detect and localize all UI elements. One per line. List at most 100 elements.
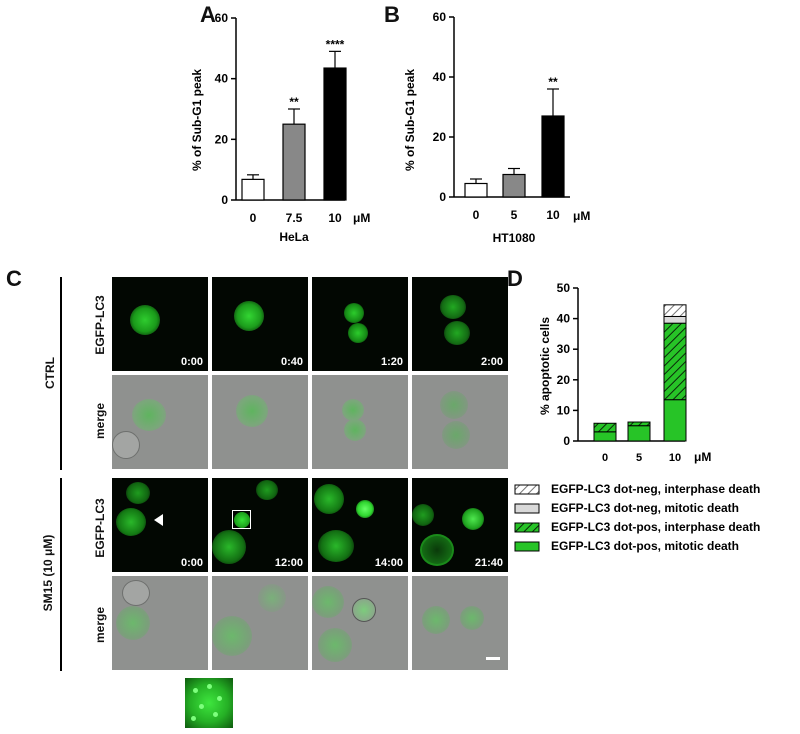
inset-zoom-image bbox=[185, 678, 233, 728]
sm15-merge-tile-1 bbox=[112, 576, 208, 670]
ctrl-egfp-tile-1: 0:00 bbox=[112, 277, 208, 371]
group-label-sm15: SM15 (10 μM) bbox=[41, 534, 55, 612]
sm15-merge-tile-3 bbox=[312, 576, 408, 670]
legend-label: EGFP-LC3 dot-neg, interphase death bbox=[551, 482, 760, 496]
chart-d-unit: μM bbox=[694, 450, 711, 464]
significance-label: ** bbox=[548, 75, 558, 89]
x-tick-label: 10 bbox=[546, 208, 560, 222]
arrowhead-icon bbox=[154, 514, 163, 526]
chart-b-xlabel: HT1080 bbox=[493, 231, 536, 245]
stacked-bar-segment bbox=[663, 322, 687, 401]
legend-swatch bbox=[514, 503, 540, 514]
timestamp: 12:00 bbox=[274, 557, 303, 569]
row-label-ctrl-merge: merge bbox=[93, 402, 107, 440]
scale-bar bbox=[486, 657, 500, 660]
y-tick-label: 60 bbox=[215, 11, 229, 25]
stacked-bar-segment bbox=[663, 315, 687, 324]
y-tick-label: 40 bbox=[433, 70, 447, 84]
timestamp: 0:40 bbox=[280, 356, 303, 368]
row-label-sm15-egfp: EGFP-LC3 bbox=[93, 498, 107, 558]
zoom-box bbox=[232, 510, 251, 529]
legend-swatch bbox=[514, 541, 540, 552]
timestamp: 14:00 bbox=[374, 557, 403, 569]
x-tick-label: 10 bbox=[328, 211, 342, 225]
ctrl-merge-tile-4 bbox=[412, 375, 508, 469]
ctrl-merge-tile-2 bbox=[212, 375, 308, 469]
chart-a-ylabel: % of Sub-G1 peak bbox=[190, 69, 204, 171]
x-tick-label: 0 bbox=[602, 452, 608, 464]
chart-b: 0 20 40 60 % of Sub-G1 peak ** 0 5 10 μM HT10… bbox=[403, 10, 590, 245]
significance-label: **** bbox=[326, 37, 345, 51]
bar bbox=[541, 115, 565, 198]
legend-swatch bbox=[514, 484, 540, 495]
y-tick-label: 40 bbox=[215, 72, 229, 86]
stacked-bar-segment bbox=[627, 421, 651, 427]
legend-swatch bbox=[514, 522, 540, 533]
y-tick-label: 10 bbox=[557, 403, 571, 417]
x-tick-label: 5 bbox=[511, 208, 518, 222]
chart-a-y-axis: 0 20 40 60 bbox=[215, 11, 237, 207]
bar bbox=[241, 178, 265, 201]
bar bbox=[282, 123, 306, 201]
timestamp: 2:00 bbox=[480, 356, 503, 368]
ctrl-merge-tile-1 bbox=[112, 375, 208, 469]
chart-b-y-axis: 0 20 40 60 bbox=[433, 10, 455, 204]
y-tick-label: 50 bbox=[557, 281, 571, 295]
timestamp: 0:00 bbox=[180, 557, 203, 569]
panel-letter-d: D bbox=[507, 266, 523, 291]
panel-letter-b: B bbox=[384, 2, 400, 27]
y-tick-label: 30 bbox=[557, 342, 571, 356]
timestamp: 21:40 bbox=[474, 557, 503, 569]
y-tick-label: 20 bbox=[215, 132, 229, 146]
x-tick-label: 7.5 bbox=[286, 211, 303, 225]
legend-label: EGFP-LC3 dot-pos, mitotic death bbox=[551, 539, 739, 553]
ctrl-merge-tile-3 bbox=[312, 375, 408, 469]
chart-b-ylabel: % of Sub-G1 peak bbox=[403, 69, 417, 171]
ctrl-egfp-tile-2: 0:40 bbox=[212, 277, 308, 371]
significance-label: ** bbox=[289, 95, 299, 109]
sm15-merge-tile-2 bbox=[212, 576, 308, 670]
panel-letter-a: A bbox=[200, 2, 216, 27]
legend-label: EGFP-LC3 dot-neg, mitotic death bbox=[551, 501, 739, 515]
y-tick-label: 20 bbox=[557, 373, 571, 387]
y-tick-label: 20 bbox=[433, 130, 447, 144]
chart-a-xlabel: HeLa bbox=[279, 230, 309, 244]
chart-d-y-axis: 0 10 20 30 40 50 bbox=[557, 281, 579, 448]
chart-d: 0 10 20 30 40 50 % apoptotic cells 0 5 10 μM EG… bbox=[514, 281, 760, 553]
stacked-bar-segment bbox=[593, 422, 617, 433]
x-tick-label: 0 bbox=[473, 208, 480, 222]
chart-b-unit: μM bbox=[573, 209, 590, 223]
y-tick-label: 0 bbox=[439, 190, 446, 204]
timestamp: 0:00 bbox=[180, 356, 203, 368]
sm15-bracket bbox=[60, 478, 62, 671]
y-tick-label: 0 bbox=[221, 193, 228, 207]
legend-label: EGFP-LC3 dot-pos, interphase death bbox=[551, 520, 760, 534]
bar bbox=[464, 182, 488, 198]
sm15-egfp-tile-2: 12:00 bbox=[212, 478, 308, 572]
bar bbox=[502, 173, 526, 198]
chart-a-unit: μM bbox=[353, 211, 370, 225]
sm15-egfp-tile-4: 21:40 bbox=[412, 478, 508, 572]
bar bbox=[323, 67, 347, 201]
x-tick-label: 10 bbox=[669, 452, 681, 464]
x-tick-label: 0 bbox=[250, 211, 257, 225]
group-label-ctrl: CTRL bbox=[43, 357, 57, 389]
sm15-egfp-tile-3: 14:00 bbox=[312, 478, 408, 572]
row-label-sm15-merge: merge bbox=[93, 606, 107, 644]
stacked-bar-segment bbox=[663, 399, 687, 442]
timestamp: 1:20 bbox=[380, 356, 403, 368]
sm15-egfp-tile-1: 0:00 bbox=[112, 478, 208, 572]
ctrl-egfp-tile-4: 2:00 bbox=[412, 277, 508, 371]
y-tick-label: 40 bbox=[557, 312, 571, 326]
chart-d-ylabel: % apoptotic cells bbox=[538, 317, 552, 415]
panel-letter-c: C bbox=[6, 266, 22, 291]
y-tick-label: 60 bbox=[433, 10, 447, 24]
y-tick-label: 0 bbox=[563, 434, 570, 448]
chart-d-legend: EGFP-LC3 dot-neg, interphase death EGFP-L… bbox=[514, 482, 760, 553]
stacked-bar-segment bbox=[627, 425, 651, 442]
row-label-ctrl-egfp: EGFP-LC3 bbox=[93, 295, 107, 355]
stacked-bar-segment bbox=[593, 431, 617, 442]
stacked-bar-segment bbox=[663, 304, 687, 317]
ctrl-bracket bbox=[60, 277, 62, 470]
